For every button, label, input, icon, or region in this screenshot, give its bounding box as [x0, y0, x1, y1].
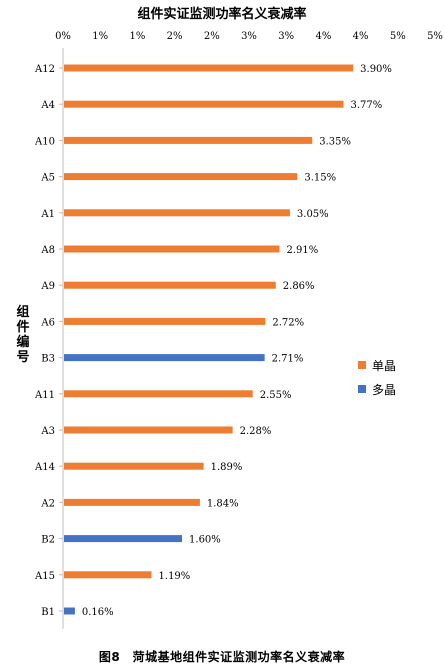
legend-item-mono: 单晶	[358, 356, 396, 374]
legend-item-poly: 多晶	[358, 380, 396, 398]
bar-a5	[64, 173, 298, 181]
y-tick-label: B2	[41, 535, 55, 546]
bars-layer: A12 3.90% A4 3.77% A10 3.35% A5 3.15% A1 3.05% A8 2…	[34, 64, 392, 618]
y-tick-label: A3	[40, 426, 55, 437]
y-tick-label: A9	[40, 281, 55, 292]
legend-swatch-mono	[358, 361, 366, 369]
data-label: 2.91%	[287, 245, 319, 256]
y-tick-label: A15	[34, 571, 55, 582]
legend-swatch-poly	[358, 385, 366, 393]
y-tick-label: A12	[34, 64, 55, 75]
bar-a6	[64, 317, 266, 325]
y-tick-label: A5	[40, 173, 55, 184]
bar-a8	[64, 245, 280, 253]
data-label: 3.77%	[350, 100, 382, 111]
x-tick-label: 2%	[204, 31, 220, 42]
bar-b3	[64, 354, 265, 362]
x-tick-label: 5%	[390, 31, 406, 42]
data-label: 2.28%	[240, 426, 272, 437]
y-tick-label: A10	[34, 136, 55, 147]
data-label: 1.84%	[207, 498, 239, 509]
bar-a14	[64, 462, 204, 470]
data-label: 0.16%	[82, 607, 114, 618]
x-tick-label: 2%	[167, 31, 183, 42]
data-label: 3.05%	[297, 209, 329, 220]
bar-a10	[64, 136, 313, 144]
x-tick-label: 4%	[315, 31, 331, 42]
x-tick-label: 4%	[353, 31, 369, 42]
data-label: 3.90%	[360, 64, 392, 75]
y-axis-label: 组件编号	[16, 305, 30, 365]
data-label: 3.35%	[319, 136, 351, 147]
y-tick-label: A14	[34, 462, 55, 473]
y-tick-label: A2	[40, 498, 55, 509]
bar-b1	[64, 607, 75, 615]
bar-a1	[64, 209, 290, 217]
figure-caption: 图8 菏城基地组件实证监测功率名义衰减率	[98, 650, 346, 664]
legend-label-poly: 多晶	[372, 382, 397, 397]
bar-a4	[64, 100, 344, 108]
y-tick-label: B3	[41, 354, 55, 365]
data-label: 3.15%	[304, 173, 336, 184]
data-label: 2.86%	[283, 281, 315, 292]
x-tick-label: 3%	[278, 31, 294, 42]
bar-a11	[64, 390, 253, 398]
data-label: 2.55%	[260, 390, 292, 401]
y-tick-label: A1	[40, 209, 55, 220]
y-tick-label: B1	[41, 607, 55, 618]
bar-a15	[64, 571, 152, 579]
x-tick-label: 3%	[241, 31, 257, 42]
x-tick-label: 1%	[129, 31, 145, 42]
chart-title: 组件实证监测功率名义衰减率	[137, 7, 307, 22]
data-label: 2.72%	[272, 317, 304, 328]
y-tick-label: A6	[40, 317, 55, 328]
x-tick-label: 0%	[55, 31, 71, 42]
y-tick-label: A8	[40, 245, 55, 256]
y-tick-label: A11	[34, 390, 55, 401]
bar-a9	[64, 281, 276, 289]
bar-b2	[64, 535, 183, 543]
x-tick-label: 1%	[92, 31, 108, 42]
axis-layer: 0% 1% 1% 2% 2% 3% 3% 4% 4% 5% 5%	[55, 31, 443, 629]
data-label: 1.19%	[159, 571, 191, 582]
bar-a2	[64, 498, 200, 506]
data-label: 2.71%	[272, 354, 304, 365]
y-tick-label: A4	[40, 100, 55, 111]
bar-a12	[64, 64, 354, 72]
bar-a3	[64, 426, 233, 434]
data-label: 1.60%	[189, 535, 221, 546]
legend-label-mono: 单晶	[372, 358, 397, 373]
x-tick-label: 5%	[427, 31, 443, 42]
legend: 单晶 多晶	[358, 356, 396, 404]
data-label: 1.89%	[211, 462, 243, 473]
